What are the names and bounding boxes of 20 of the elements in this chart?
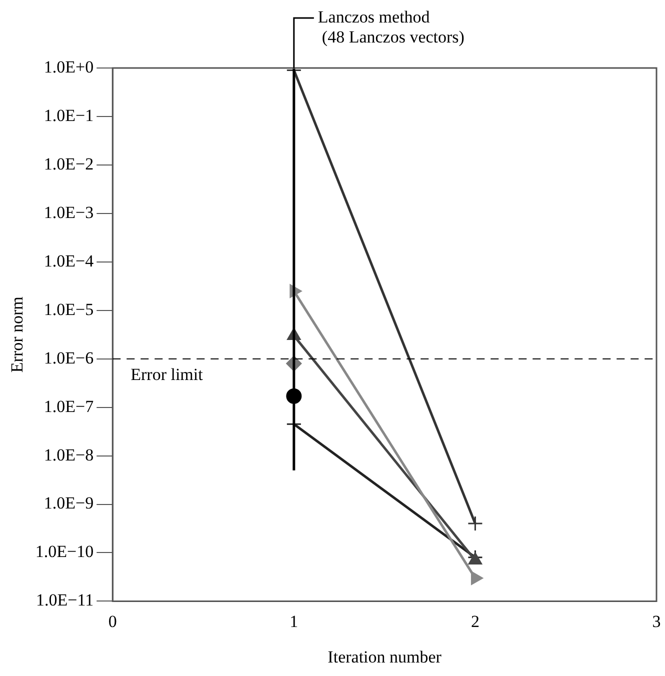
y-tick-label: 1.0E+0: [44, 57, 94, 76]
x-tick-label: 1: [290, 612, 298, 631]
x-tick-label: 3: [652, 612, 661, 631]
y-tick-label: 1.0E−2: [44, 154, 94, 174]
x-tick-label: 2: [470, 612, 480, 631]
y-tick-label: 1.0E−5: [44, 300, 94, 319]
y-tick-label: 1.0E−9: [44, 494, 94, 513]
y-tick-label: 1.0E−7: [44, 396, 94, 416]
x-tick-label: 0: [108, 612, 117, 631]
ref-line-label: Error limit: [130, 364, 204, 384]
y-tick-label: 1.0E−4: [44, 251, 94, 270]
y-tick-label: 1.0E−1: [44, 106, 94, 125]
y-axis-title: Error norm: [8, 296, 27, 373]
y-tick-label: 1.0E−3: [44, 202, 94, 222]
y-tick-label: 1.0E−6: [44, 348, 94, 368]
y-tick-label: 1.0E−8: [44, 445, 94, 464]
y-tick-label: 1.0E−10: [35, 542, 94, 562]
annotation: Lanczos method (48 Lanczos vectors): [318, 7, 464, 46]
x-axis-title: Iteration number: [328, 647, 442, 666]
y-tick-label: 1.0E−11: [36, 590, 94, 610]
